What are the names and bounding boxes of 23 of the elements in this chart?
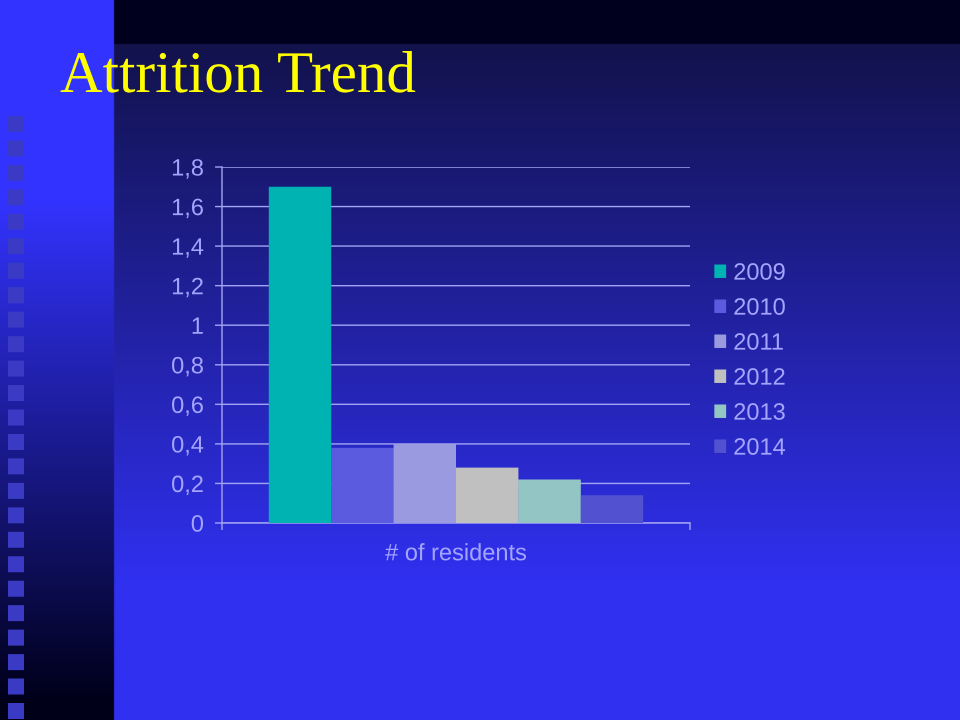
y-tick-label: 0,8 (172, 356, 203, 376)
bar (456, 468, 518, 523)
y-tick-label: 1,4 (172, 238, 204, 258)
y-tick-label: 1,6 (172, 198, 203, 218)
y-tick-label: 0,2 (172, 476, 203, 496)
bar (268, 186, 332, 523)
bar (394, 444, 456, 523)
bar (580, 495, 644, 523)
legend-label: 2013 (734, 403, 785, 420)
bar (331, 448, 394, 523)
x-axis-title: # of residents (385, 543, 526, 560)
y-tick-label: 1,8 (172, 159, 203, 179)
legend-label: 2009 (734, 263, 785, 280)
y-tick-label: 0,4 (172, 436, 204, 456)
legend-label: 2014 (734, 438, 786, 455)
legend-label: 2011 (734, 333, 783, 350)
y-tick-label: 1,2 (172, 278, 203, 298)
legend-label: 2012 (734, 368, 785, 385)
y-tick-label: 0 (192, 515, 204, 532)
bar (518, 479, 581, 523)
legend-label: 2010 (734, 298, 785, 315)
y-tick-label: 1 (192, 318, 203, 334)
y-tick-label: 0,6 (172, 396, 203, 416)
